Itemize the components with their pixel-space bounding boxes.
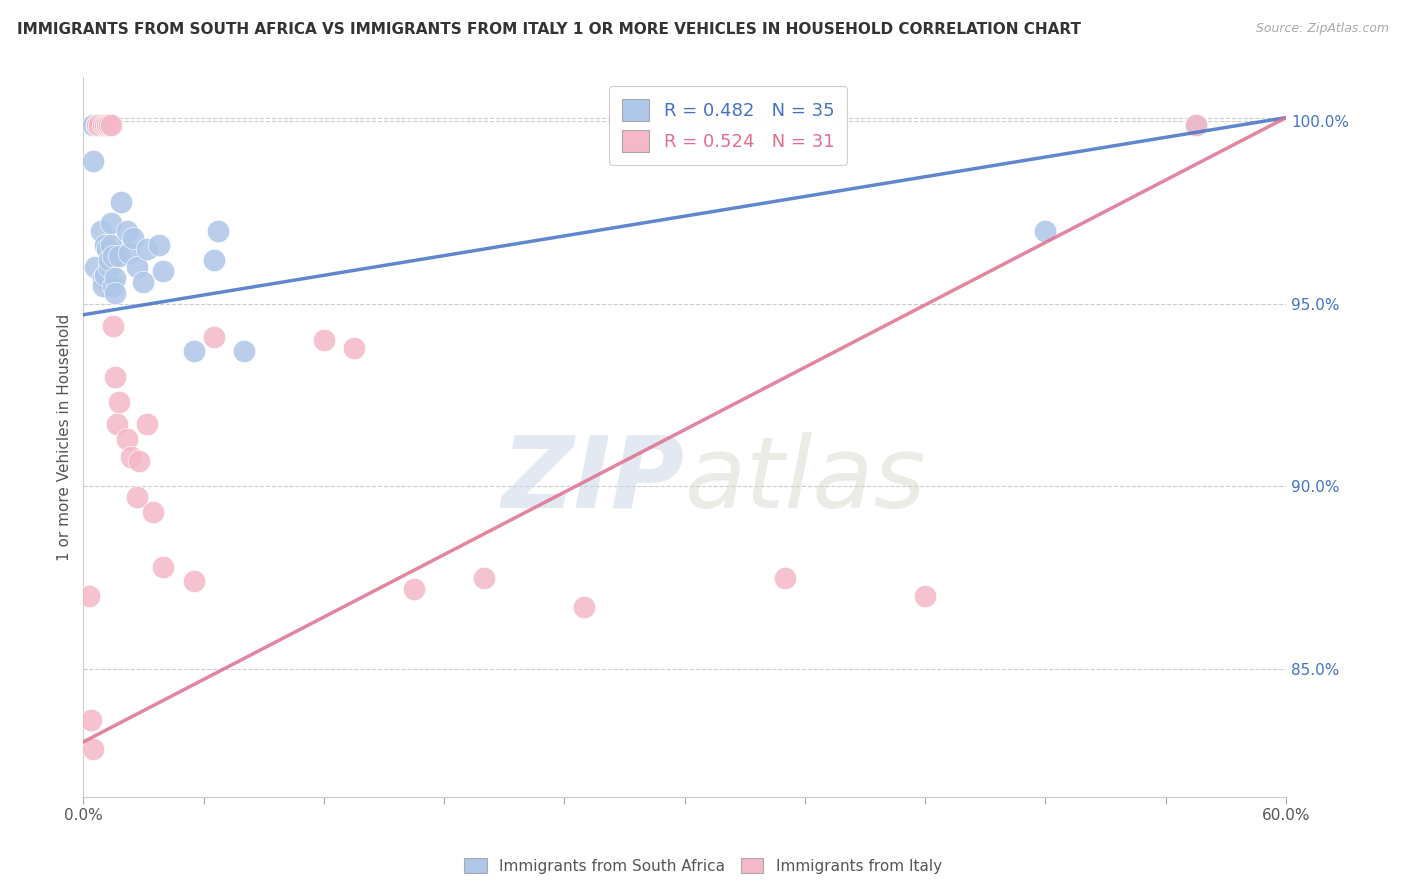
Point xyxy=(94,268,117,282)
Point xyxy=(132,275,155,289)
Point xyxy=(82,118,104,132)
Point xyxy=(152,559,174,574)
Point xyxy=(1035,224,1057,238)
Text: ZIP: ZIP xyxy=(502,432,685,529)
Point xyxy=(103,249,125,263)
Point xyxy=(82,154,104,169)
Point xyxy=(84,260,107,275)
Point xyxy=(127,260,149,275)
Point xyxy=(104,369,127,384)
Point xyxy=(110,194,132,209)
Point xyxy=(127,491,149,505)
Point xyxy=(91,278,114,293)
Point xyxy=(1184,118,1206,132)
Point xyxy=(142,505,165,519)
Point xyxy=(108,249,131,263)
Legend: Immigrants from South Africa, Immigrants from Italy: Immigrants from South Africa, Immigrants… xyxy=(458,852,948,880)
Point xyxy=(120,450,142,464)
Point xyxy=(148,238,170,252)
Text: atlas: atlas xyxy=(685,432,927,529)
Y-axis label: 1 or more Vehicles in Household: 1 or more Vehicles in Household xyxy=(58,313,72,561)
Point xyxy=(91,118,114,132)
Point xyxy=(1184,118,1206,132)
Point xyxy=(914,589,936,603)
Point xyxy=(104,285,127,300)
Point xyxy=(100,238,122,252)
Point xyxy=(90,224,112,238)
Text: Source: ZipAtlas.com: Source: ZipAtlas.com xyxy=(1256,22,1389,36)
Point xyxy=(98,260,121,275)
Point xyxy=(89,118,111,132)
Point xyxy=(122,231,145,245)
Point xyxy=(152,264,174,278)
Point xyxy=(100,217,122,231)
Legend: R = 0.482   N = 35, R = 0.524   N = 31: R = 0.482 N = 35, R = 0.524 N = 31 xyxy=(609,87,846,165)
Point xyxy=(89,118,111,132)
Point xyxy=(343,341,366,355)
Point xyxy=(232,344,254,359)
Point xyxy=(96,118,118,132)
Point xyxy=(104,271,127,285)
Point xyxy=(79,589,101,603)
Point xyxy=(98,118,121,132)
Point xyxy=(207,224,229,238)
Point xyxy=(80,713,103,727)
Point xyxy=(100,118,122,132)
Point xyxy=(402,582,425,596)
Text: IMMIGRANTS FROM SOUTH AFRICA VS IMMIGRANTS FROM ITALY 1 OR MORE VEHICLES IN HOUS: IMMIGRANTS FROM SOUTH AFRICA VS IMMIGRAN… xyxy=(17,22,1081,37)
Point xyxy=(136,417,159,432)
Point xyxy=(98,252,121,267)
Point xyxy=(86,118,108,132)
Point xyxy=(86,118,108,132)
Point xyxy=(94,118,117,132)
Point xyxy=(183,344,205,359)
Point xyxy=(103,318,125,333)
Point xyxy=(472,571,495,585)
Point xyxy=(118,245,141,260)
Point xyxy=(136,242,159,256)
Point xyxy=(202,252,225,267)
Point xyxy=(117,224,139,238)
Point xyxy=(574,599,596,614)
Point xyxy=(183,574,205,589)
Point xyxy=(103,278,125,293)
Point xyxy=(117,432,139,446)
Point xyxy=(202,329,225,343)
Point xyxy=(94,238,117,252)
Point xyxy=(312,334,335,348)
Point xyxy=(773,571,796,585)
Point xyxy=(82,742,104,756)
Point xyxy=(96,242,118,256)
Point xyxy=(105,417,128,432)
Point xyxy=(91,271,114,285)
Point xyxy=(128,454,150,468)
Point xyxy=(108,395,131,409)
